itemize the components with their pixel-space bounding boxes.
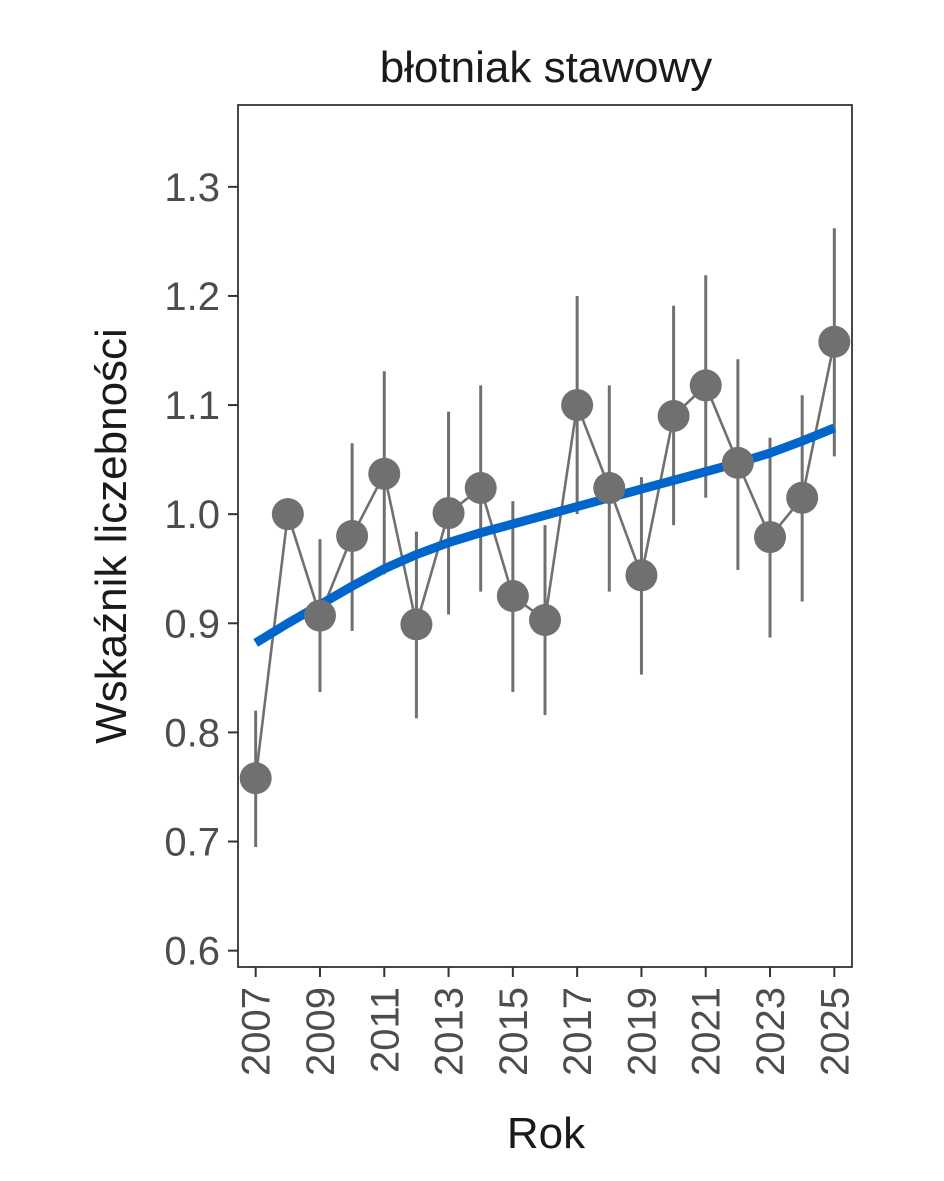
x-axis-title: Rok: [507, 1109, 586, 1158]
data-point: [657, 399, 690, 432]
data-point: [432, 497, 465, 530]
data-point: [689, 369, 722, 402]
data-point: [754, 521, 787, 554]
y-tick-label: 1.1: [164, 384, 220, 428]
chart-title: błotniak stawowy: [380, 43, 713, 92]
y-tick-label: 0.8: [164, 711, 220, 755]
data-point: [625, 559, 658, 592]
y-tick-label: 1.3: [164, 166, 220, 210]
x-tick-label: 2019: [620, 987, 664, 1076]
x-tick-label: 2007: [235, 987, 279, 1076]
x-tick-label: 2011: [363, 987, 407, 1073]
data-point: [400, 608, 433, 641]
x-tick-label: 2009: [299, 987, 343, 1076]
data-point: [818, 325, 851, 358]
plot-panel-border: [237, 104, 853, 968]
y-tick-label: 0.7: [164, 821, 220, 865]
data-point: [303, 599, 336, 632]
y-tick-label: 0.9: [164, 602, 220, 646]
y-tick-label: 1.0: [164, 493, 220, 537]
x-tick-label: 2015: [492, 987, 536, 1076]
y-tick-label: 1.2: [164, 275, 220, 319]
y-axis-title: Wskaźnik liczebności: [87, 328, 136, 744]
x-tick-label: 2013: [428, 987, 472, 1076]
data-point: [496, 580, 529, 613]
data-point: [239, 762, 272, 795]
y-axis: 0.6 0.7 0.8 0.9 1.0 1.1 1.2 1.3: [164, 166, 238, 974]
x-axis: 2007 2009 2011 2013 2015 2017 2019 2021 2023 2025: [235, 967, 857, 1076]
y-tick-label: 0.6: [164, 930, 220, 974]
data-point: [593, 471, 626, 504]
x-tick-label: 2021: [685, 987, 729, 1076]
x-tick-label: 2025: [813, 987, 857, 1076]
data-point: [271, 498, 304, 531]
data-point: [721, 446, 754, 479]
data-point: [464, 471, 497, 504]
data-point: [368, 457, 401, 490]
data-point: [561, 389, 594, 422]
x-tick-label: 2023: [749, 987, 793, 1076]
data-point: [529, 604, 561, 637]
data-point: [786, 481, 819, 514]
data-point: [336, 520, 369, 552]
plot-area: [239, 228, 851, 847]
x-tick-label: 2017: [556, 987, 600, 1076]
